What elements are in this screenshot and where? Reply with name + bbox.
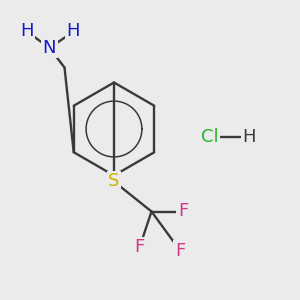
Text: H: H [67, 22, 80, 40]
Text: Cl: Cl [201, 128, 219, 146]
Text: F: F [175, 242, 185, 260]
Text: H: H [242, 128, 256, 146]
Text: S: S [108, 172, 120, 190]
Text: F: F [134, 238, 145, 256]
Text: N: N [43, 39, 56, 57]
Text: H: H [20, 22, 34, 40]
Text: F: F [178, 202, 188, 220]
